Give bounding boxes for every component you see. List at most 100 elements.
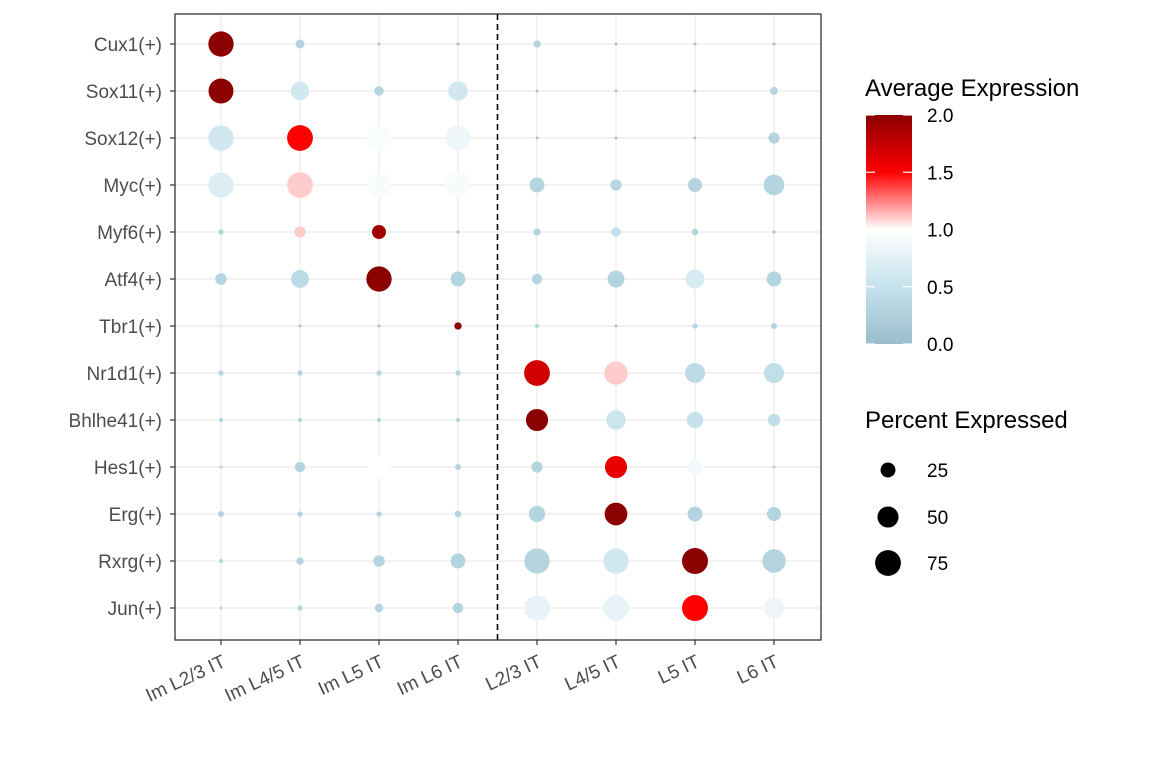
dot-point bbox=[218, 370, 224, 376]
y-tick-label: Sox11(+) bbox=[86, 82, 162, 103]
dot-point bbox=[614, 89, 618, 93]
dot-point bbox=[373, 555, 385, 567]
dot-point bbox=[448, 81, 468, 101]
dot-point bbox=[531, 273, 543, 285]
dot-point bbox=[685, 269, 705, 289]
dot-point bbox=[687, 506, 703, 522]
dot-point bbox=[455, 417, 461, 423]
dot-point bbox=[218, 511, 224, 517]
dot-point bbox=[298, 324, 302, 328]
y-tick-label: Hes1(+) bbox=[94, 458, 162, 479]
dot-point bbox=[372, 225, 386, 239]
dot-point bbox=[376, 370, 382, 376]
dot-point bbox=[611, 227, 621, 237]
dot-point bbox=[452, 602, 464, 614]
dot-point bbox=[691, 228, 699, 236]
dot-point bbox=[208, 125, 234, 151]
dot-point bbox=[772, 42, 776, 46]
dot-point bbox=[614, 136, 618, 140]
dot-point bbox=[768, 132, 780, 144]
dot-point bbox=[763, 174, 785, 196]
dot-point bbox=[219, 606, 223, 610]
dot-point bbox=[524, 595, 550, 621]
dot-point bbox=[610, 179, 622, 191]
dot-point bbox=[604, 502, 628, 526]
dot-point bbox=[376, 417, 382, 423]
dot-point bbox=[297, 511, 303, 517]
dot-point bbox=[533, 228, 541, 236]
dot-point bbox=[294, 461, 306, 473]
color-legend-label: 0.5 bbox=[927, 278, 953, 299]
size-legend-label: 25 bbox=[927, 461, 948, 482]
x-tick-label: L4/5 IT bbox=[562, 651, 625, 695]
dot-point bbox=[445, 172, 471, 198]
dot-point bbox=[290, 81, 310, 101]
dot-point bbox=[296, 557, 304, 565]
dot-point bbox=[529, 177, 545, 193]
dot-point bbox=[687, 459, 703, 475]
dot-point bbox=[692, 323, 698, 329]
dot-point bbox=[688, 178, 702, 192]
dot-point bbox=[614, 324, 618, 328]
dot-point bbox=[208, 172, 234, 198]
dot-point bbox=[219, 465, 223, 469]
dot-point bbox=[607, 270, 625, 288]
dot-point bbox=[366, 125, 392, 151]
size-legend-label: 50 bbox=[927, 508, 948, 529]
size-legend-dot bbox=[880, 462, 896, 478]
y-tick-label: Erg(+) bbox=[109, 505, 162, 526]
color-legend-title: Average Expression bbox=[865, 75, 1079, 102]
color-legend-label: 1.5 bbox=[927, 163, 953, 184]
dot-point bbox=[377, 42, 381, 46]
color-legend-label: 2.0 bbox=[927, 106, 953, 127]
x-tick-label: Im L6 IT bbox=[394, 651, 466, 700]
dot-point bbox=[208, 31, 234, 57]
y-tick-label: Tbr1(+) bbox=[99, 317, 162, 338]
dot-point bbox=[218, 229, 224, 235]
x-tick-label: Im L4/5 IT bbox=[222, 651, 309, 706]
dot-point bbox=[454, 322, 462, 330]
dot-point bbox=[614, 42, 618, 46]
x-tick-label: Im L2/3 IT bbox=[143, 651, 230, 706]
dot-point bbox=[445, 125, 471, 151]
dot-point bbox=[454, 510, 462, 518]
dot-point bbox=[767, 507, 781, 521]
dot-point bbox=[291, 270, 309, 288]
dot-point bbox=[682, 548, 708, 574]
dot-point bbox=[450, 271, 466, 287]
y-tick-label: Nr1d1(+) bbox=[87, 364, 163, 385]
dot-point bbox=[219, 324, 223, 328]
dot-point bbox=[533, 40, 541, 48]
x-tick-label: L5 IT bbox=[655, 651, 703, 688]
dot-point bbox=[366, 266, 392, 292]
y-tick-label: Jun(+) bbox=[108, 599, 162, 620]
y-tick-label: Myf6(+) bbox=[97, 223, 162, 244]
dot-point bbox=[528, 505, 546, 523]
dot-point bbox=[294, 226, 306, 238]
dot-point bbox=[603, 595, 629, 621]
dot-point bbox=[297, 605, 303, 611]
dot-point bbox=[456, 230, 460, 234]
size-legend-dot bbox=[875, 550, 901, 576]
x-tick-label: Im L5 IT bbox=[315, 651, 387, 700]
size-legend-label: 75 bbox=[927, 554, 948, 575]
y-tick-label: Rxrg(+) bbox=[98, 552, 162, 573]
dot-point bbox=[771, 323, 777, 329]
dot-point bbox=[366, 172, 392, 198]
dot-point bbox=[685, 363, 705, 383]
dot-point bbox=[603, 548, 629, 574]
dot-point bbox=[456, 42, 460, 46]
dot-point bbox=[764, 363, 784, 383]
dot-point bbox=[376, 511, 382, 517]
size-legend-title: Percent Expressed bbox=[865, 407, 1068, 434]
dot-point bbox=[767, 413, 781, 427]
dot-point bbox=[606, 410, 626, 430]
y-tick-label: Cux1(+) bbox=[94, 35, 162, 56]
dot-point bbox=[770, 87, 778, 95]
dot-point bbox=[297, 417, 303, 423]
dot-point bbox=[772, 230, 776, 234]
dot-point bbox=[524, 548, 550, 574]
dot-point bbox=[367, 455, 391, 479]
